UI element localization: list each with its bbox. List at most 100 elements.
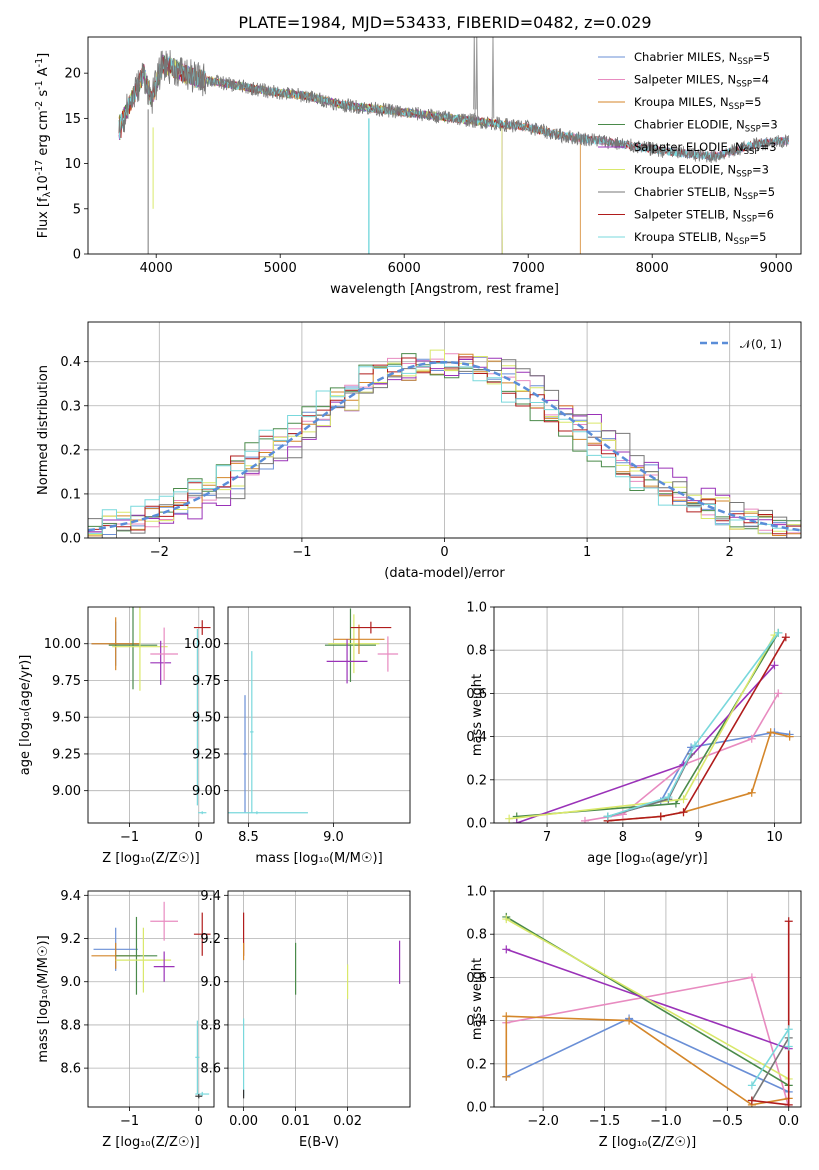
y-tick-label: 0.3 bbox=[60, 399, 81, 414]
y-axis-label-part: -2 bbox=[34, 101, 45, 110]
data-point bbox=[193, 912, 211, 956]
weight-marker bbox=[580, 816, 589, 823]
data-point bbox=[243, 695, 247, 813]
x-tick-label: −2 bbox=[150, 545, 169, 560]
data-point bbox=[324, 608, 376, 682]
weight-marker bbox=[784, 1100, 793, 1107]
y-axis-label-part: s bbox=[36, 90, 51, 101]
weight-marker bbox=[502, 1012, 511, 1021]
legend-label-name: Salpeter STELIB, N bbox=[634, 208, 741, 222]
x-tick-label: 6000 bbox=[388, 261, 421, 276]
mass-vs-EBV-frame bbox=[227, 890, 411, 1108]
spectrum-series-line bbox=[118, 50, 789, 164]
data-point bbox=[328, 614, 380, 674]
y-tick-label: 10.00 bbox=[44, 637, 81, 652]
weight-series-line bbox=[607, 753, 692, 818]
y-axis-label: mass [log₁₀(M/M☉)] bbox=[36, 935, 51, 1062]
data-point bbox=[150, 640, 172, 685]
data-point bbox=[150, 901, 178, 941]
x-tick-label: 0 bbox=[195, 830, 203, 845]
mw-vs-age-frame bbox=[493, 606, 802, 824]
x-tick-label: −1 bbox=[120, 830, 139, 845]
y-tick-label: 0.0 bbox=[60, 532, 81, 547]
weight-marker bbox=[679, 808, 688, 817]
x-tick-label: 5000 bbox=[264, 261, 297, 276]
legend-label-count: =3 bbox=[760, 140, 777, 154]
spectrum-series-line bbox=[118, 55, 503, 254]
weight-marker bbox=[512, 819, 521, 823]
y-axis-label-part: Flux [f bbox=[36, 197, 51, 238]
y-tick-label: 0 bbox=[73, 248, 81, 263]
axes-mass-vs-Z: −1 0 8.6 8.8 9.0 9.2 9.4 bbox=[60, 889, 214, 1129]
x-axis-label: E(B-V) bbox=[299, 1135, 339, 1150]
weight-marker bbox=[747, 788, 756, 797]
weight-marker bbox=[505, 814, 514, 823]
legend-label-name: Kroupa ELODIE, N bbox=[634, 163, 736, 177]
y-tick-label: 0.4 bbox=[466, 1014, 487, 1029]
axes-mw-vs-Z: −2.0 −1.5 −1.0 −0.5 0.0 0.0 0.2 0.4 0.6 0.8 1.0 bbox=[466, 885, 801, 1129]
data-point bbox=[115, 916, 158, 995]
spectrum-series-line bbox=[118, 55, 789, 161]
axes-age-vs-mass: 8.5 9.0 9.00 9.25 9.50 9.75 10.00 bbox=[184, 607, 410, 845]
y-axis-label-part: ] bbox=[36, 53, 51, 58]
legend-label-sub: SSP bbox=[736, 80, 752, 90]
weight-series-line bbox=[505, 918, 790, 1080]
data-point bbox=[250, 651, 254, 813]
x-tick-label: 8 bbox=[619, 830, 627, 845]
legend-label-sub: SSP bbox=[745, 125, 761, 135]
legend-label: Salpeter MILES, NSSP=4 bbox=[634, 73, 769, 90]
weight-marker bbox=[747, 973, 756, 982]
spectrum-lines bbox=[118, 37, 789, 254]
legend-label-count: =4 bbox=[752, 73, 769, 87]
weight-marker bbox=[747, 734, 756, 743]
weight-series-line bbox=[506, 976, 790, 1107]
y-tick-label: 10.00 bbox=[184, 637, 221, 652]
weight-marker bbox=[770, 661, 779, 670]
x-axis-label: Z [log₁₀(Z/Z☉)] bbox=[102, 851, 199, 866]
legend-label-count: =3 bbox=[761, 118, 778, 132]
y-axis-label-part: λ bbox=[42, 191, 53, 197]
y-tick-label: 15 bbox=[64, 112, 81, 127]
data-point bbox=[350, 621, 392, 634]
y-tick-label: 9.0 bbox=[200, 975, 221, 990]
x-tick-label: 4000 bbox=[140, 261, 173, 276]
weight-marker bbox=[766, 728, 775, 737]
legend-label-name: Chabrier STELIB, N bbox=[634, 185, 742, 199]
residual-histogram-line bbox=[88, 357, 801, 538]
data-point bbox=[153, 951, 175, 982]
legend-label-count: =6 bbox=[757, 208, 774, 222]
legend-label-sub: SSP bbox=[729, 102, 745, 112]
gaussian-curve bbox=[88, 360, 801, 532]
weight-marker bbox=[784, 1025, 793, 1034]
y-tick-label: 0.1 bbox=[60, 487, 81, 502]
weight-marker bbox=[747, 1096, 756, 1105]
y-tick-label: 9.0 bbox=[60, 975, 81, 990]
legend-label-count: =3 bbox=[752, 163, 769, 177]
weight-marker bbox=[690, 741, 699, 750]
residuals-frame bbox=[87, 321, 802, 539]
x-tick-label: 2 bbox=[726, 545, 734, 560]
data-point bbox=[195, 1020, 200, 1095]
y-tick-label: 8.8 bbox=[60, 1018, 81, 1033]
data-point bbox=[195, 1091, 210, 1097]
legend-label: Salpeter STELIB, NSSP=6 bbox=[634, 208, 774, 225]
data-point bbox=[115, 927, 172, 993]
residual-histograms bbox=[88, 349, 801, 538]
y-tick-label: 0.2 bbox=[466, 1057, 487, 1072]
y-axis-label: mass weight bbox=[470, 958, 485, 1040]
y-tick-label: 9.75 bbox=[192, 674, 221, 689]
x-tick-label: −1 bbox=[120, 1114, 139, 1129]
legend-label-count: =5 bbox=[753, 50, 770, 64]
x-tick-label: 0.00 bbox=[229, 1114, 258, 1129]
legend-label-name: Chabrier MILES, N bbox=[634, 50, 737, 64]
y-tick-label: 9.75 bbox=[52, 674, 81, 689]
data-point bbox=[195, 1094, 203, 1099]
spectrum-series-line bbox=[118, 55, 503, 254]
y-tick-label: 8.6 bbox=[60, 1062, 81, 1077]
weight-series-line bbox=[509, 634, 776, 820]
legend-label: Chabrier MILES, NSSP=5 bbox=[634, 50, 770, 67]
x-tick-label: 0.02 bbox=[333, 1114, 362, 1129]
x-tick-label: 8000 bbox=[636, 261, 669, 276]
